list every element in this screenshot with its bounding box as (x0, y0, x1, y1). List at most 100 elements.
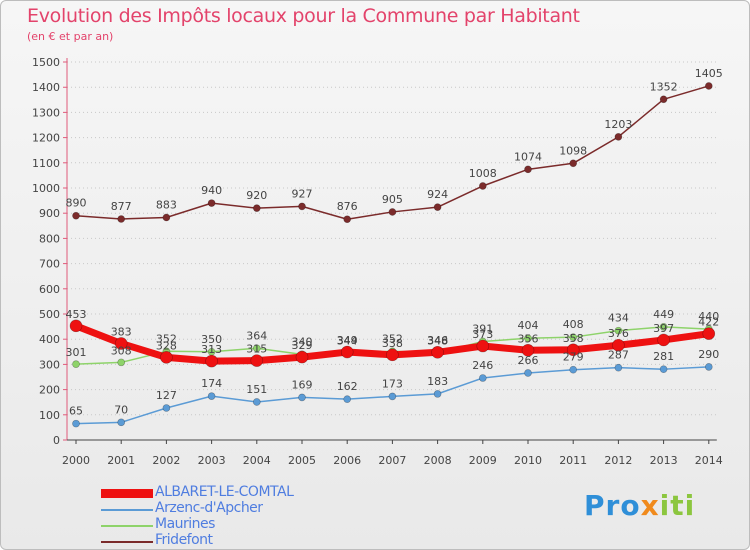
data-label: 246 (472, 359, 493, 372)
data-label: 340 (292, 335, 313, 348)
data-point-arzenc-d-apcher (298, 393, 306, 402)
y-tick-label: 1100 (32, 157, 60, 170)
x-tick-label: 2006 (333, 454, 361, 467)
y-tick-label: 1200 (32, 132, 60, 145)
data-labels: 453 383 328 313 315 329 349 338 348 373 356 358 376 3… (66, 67, 723, 418)
x-tick-label: 2012 (604, 454, 632, 467)
data-label: 1352 (650, 80, 678, 93)
data-point-arzenc-d-apcher (433, 390, 442, 398)
y-tick-label: 500 (39, 308, 60, 321)
legend-label: Maurines (155, 516, 215, 532)
data-label: 174 (201, 377, 222, 390)
data-point-arzenc-d-apcher (117, 418, 125, 427)
data-point-arzenc-d-apcher (343, 395, 352, 403)
y-tick-label: 700 (39, 258, 60, 271)
data-point-albaret-le-comtal (657, 333, 670, 347)
data-point-arzenc-d-apcher (162, 404, 171, 412)
data-label: 290 (698, 348, 719, 361)
data-label: 449 (653, 308, 674, 321)
data-label: 183 (427, 375, 448, 388)
x-tick-label: 2009 (469, 454, 497, 467)
x-tick-label: 2003 (198, 454, 226, 467)
data-label: 162 (337, 380, 358, 393)
data-point-maurines (569, 333, 578, 341)
x-tick-label: 2004 (243, 454, 271, 467)
legend-label: Fridefont (155, 532, 213, 548)
series-lines (69, 82, 716, 428)
data-point-maurines (72, 360, 80, 368)
data-point-albaret-le-comtal (340, 345, 354, 359)
data-label: 422 (698, 316, 719, 329)
data-label: 883 (156, 198, 177, 211)
data-label: 169 (292, 378, 313, 391)
data-label: 349 (337, 334, 358, 347)
y-tick-label: 1300 (32, 106, 60, 119)
data-point-arzenc-d-apcher (704, 363, 713, 371)
data-label: 279 (563, 351, 584, 364)
x-tick-label: 2007 (378, 454, 406, 467)
data-label: 927 (292, 187, 313, 200)
y-tick-label: 100 (39, 409, 60, 422)
legend-swatch (101, 525, 153, 527)
data-point-fridefont (524, 165, 532, 174)
data-label: 905 (382, 193, 403, 206)
logo-part-1: Pro (584, 489, 641, 522)
legend-swatch (101, 509, 153, 511)
data-label: 281 (653, 350, 674, 363)
data-label: 350 (201, 333, 222, 346)
data-point-fridefont (614, 133, 623, 141)
data-point-albaret-le-comtal (566, 343, 580, 357)
data-label: 348 (427, 334, 448, 347)
data-label: 266 (518, 354, 539, 367)
x-tick-labels: 2000 2001 2002 2003 2004 2005 2006 2007 2008 2009… (62, 454, 723, 467)
data-label: 440 (698, 310, 719, 323)
logo-part-2: x (640, 489, 660, 522)
data-label: 876 (337, 200, 358, 213)
y-tick-label: 1400 (32, 81, 60, 94)
data-point-arzenc-d-apcher (524, 369, 532, 377)
data-label: 364 (246, 329, 267, 342)
data-point-albaret-le-comtal (250, 354, 264, 367)
y-tick-label: 1000 (32, 182, 60, 195)
grid-lines (67, 61, 717, 416)
data-point-albaret-le-comtal (612, 338, 625, 352)
data-point-maurines (253, 344, 261, 353)
data-point-fridefont (253, 204, 261, 212)
data-point-fridefont (388, 208, 397, 216)
data-point-arzenc-d-apcher (659, 365, 668, 373)
data-point-arzenc-d-apcher (614, 363, 623, 372)
data-label: 890 (66, 197, 87, 210)
data-point-fridefont (207, 199, 216, 207)
data-label: 127 (156, 389, 177, 402)
y-tick-label: 200 (39, 384, 60, 397)
data-label: 940 (201, 184, 222, 197)
data-point-arzenc-d-apcher (569, 365, 578, 374)
data-label: 1098 (559, 144, 587, 157)
data-label: 434 (608, 312, 629, 325)
data-label: 373 (472, 328, 493, 341)
x-tick-label: 2002 (152, 454, 180, 467)
data-point-albaret-le-comtal (386, 348, 399, 362)
y-tick-label: 800 (39, 232, 60, 245)
axes (63, 58, 717, 444)
data-point-arzenc-d-apcher (388, 392, 397, 401)
x-tick-label: 2011 (559, 454, 587, 467)
data-label: 315 (246, 343, 267, 356)
data-point-fridefont (704, 82, 713, 90)
data-label: 338 (382, 337, 403, 350)
chart-title: Evolution des Impôts locaux pour la Comm… (27, 5, 580, 27)
data-label: 356 (518, 332, 539, 345)
data-label: 173 (382, 377, 403, 390)
legend-item: Fridefont (101, 532, 361, 549)
data-label: 301 (66, 346, 87, 359)
data-point-albaret-le-comtal (295, 350, 309, 364)
data-point-fridefont (117, 215, 125, 223)
data-label: 308 (111, 344, 132, 357)
data-label: 352 (156, 332, 177, 345)
data-label: 1074 (514, 150, 542, 163)
data-label: 358 (563, 332, 584, 345)
data-label: 352 (382, 332, 403, 345)
data-label: 329 (292, 339, 313, 352)
data-label: 287 (608, 349, 629, 362)
